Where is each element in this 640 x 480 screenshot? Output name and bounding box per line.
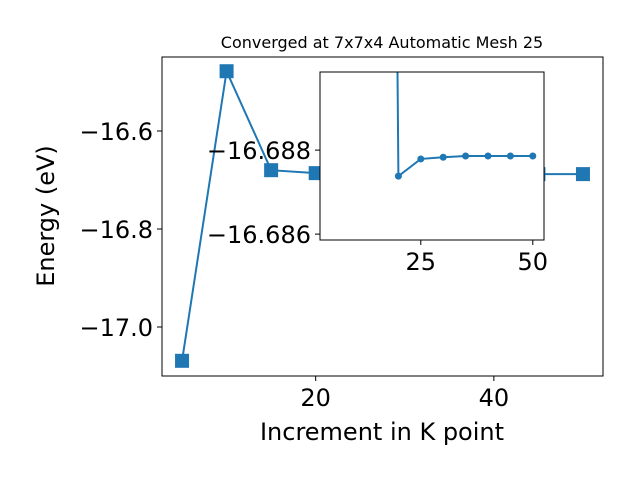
marker [484,152,492,160]
marker [462,152,470,160]
axes-frame [319,71,545,241]
x-tick-label: 25 [406,248,437,276]
x-axis-label: Increment in K point [260,418,504,446]
marker [264,163,279,178]
x-tick-label: 20 [300,384,331,412]
x-tick-label: 50 [518,248,549,276]
series-line [396,72,533,179]
x-tick-label: 40 [479,384,510,412]
marker [417,155,425,163]
marker [394,172,402,180]
marker [575,167,590,182]
y-tick-label: −16.686 [207,221,311,249]
y-tick-label: −16.8 [79,216,153,244]
y-axis-label: Energy (eV) [32,145,60,287]
marker [219,64,234,79]
marker [506,152,514,160]
y-tick-label: −16.688 [207,137,311,165]
chart-title: Converged at 7x7x4 Automatic Mesh 25 [221,33,543,52]
marker [175,353,190,368]
marker [439,153,447,161]
y-tick-label: −16.6 [79,118,153,146]
y-tick-label: −17.0 [79,314,153,342]
marker [308,166,323,181]
marker [529,152,537,160]
plot-group [394,72,537,180]
axes-frame [161,56,604,377]
